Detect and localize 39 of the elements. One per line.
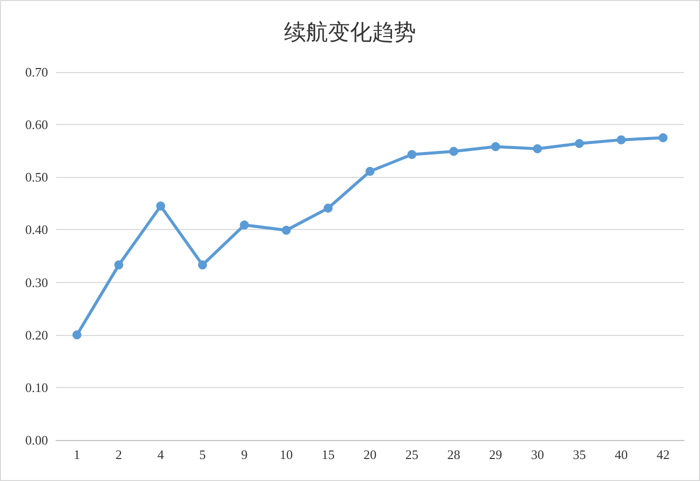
y-tick-label: 0.60 [25, 117, 48, 132]
x-tick-label: 1 [74, 447, 80, 462]
point [114, 260, 124, 270]
x-tick-label: 20 [364, 447, 376, 462]
y-tick-label: 0.40 [25, 222, 48, 238]
chart-title: 续航变化趋势 [284, 20, 416, 46]
point [198, 260, 208, 270]
y-tick-label: 0.30 [25, 274, 48, 290]
point [616, 135, 626, 144]
y-tick-label: 0.20 [25, 327, 48, 342]
point [324, 204, 333, 213]
point [282, 226, 291, 235]
x-tick-label: 2 [116, 447, 122, 462]
y-tick-label: 0.10 [25, 380, 48, 395]
point [574, 139, 584, 148]
point [532, 144, 542, 154]
point [156, 202, 166, 211]
point [658, 133, 668, 142]
y-tick-label: 0.00 [25, 432, 48, 448]
point [491, 142, 500, 152]
point [366, 166, 374, 176]
x-tick-label: 10 [280, 447, 293, 462]
x-tick-label: 35 [572, 447, 586, 462]
point [407, 150, 416, 160]
x-tick-label: 40 [614, 447, 628, 462]
y-tick-label: 0.70 [25, 64, 48, 80]
point [449, 146, 458, 156]
y-tick-label: 0.50 [25, 170, 48, 185]
x-tick-label: 4 [157, 447, 164, 462]
point [72, 330, 82, 340]
x-tick-label: 28 [447, 447, 460, 462]
point [240, 220, 249, 230]
x-tick-label: 25 [405, 447, 418, 462]
x-tick-label: 15 [322, 447, 335, 462]
x-tick-label: 9 [241, 447, 248, 462]
x-tick-label: 42 [656, 447, 670, 462]
x-tick-label: 5 [199, 447, 206, 462]
x-tick-label: 30 [530, 447, 544, 462]
x-tick-label: 29 [489, 447, 502, 462]
